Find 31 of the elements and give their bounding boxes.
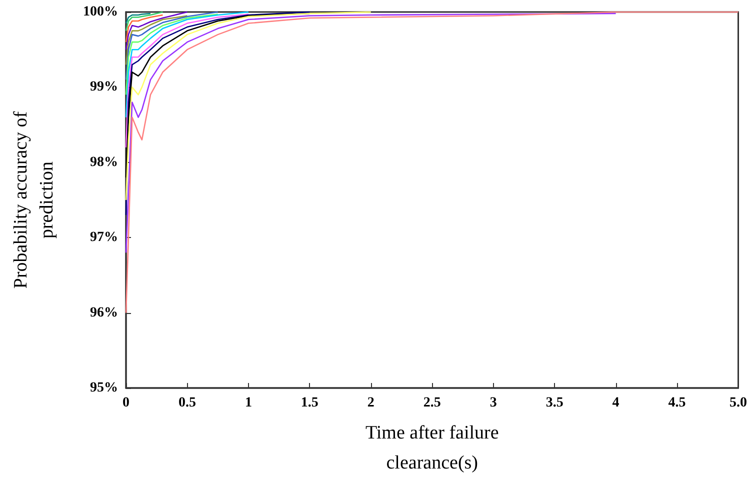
line-series — [125, 14, 250, 148]
line-series — [125, 15, 188, 66]
line-series — [125, 11, 372, 201]
line-series — [125, 12, 152, 24]
x-tick-label: 4.5 — [668, 396, 686, 410]
y-tick-label: 100% — [83, 4, 118, 20]
line-series — [125, 12, 616, 254]
line-series — [125, 11, 739, 314]
y-tick-label: 96% — [90, 305, 118, 320]
y-tick-label: 97% — [90, 230, 118, 246]
y-tick-label: 98% — [90, 154, 118, 170]
line-series — [125, 14, 218, 96]
y-tick-label: 95% — [90, 380, 118, 396]
line-series — [125, 11, 164, 32]
x-tick-label: 3 — [490, 396, 497, 410]
line-series — [125, 14, 164, 43]
x-tick-label: 0.5 — [178, 396, 196, 410]
x-tick-label: 2 — [367, 396, 374, 410]
line-series — [125, 11, 250, 118]
x-tick-label: 1.5 — [300, 396, 318, 410]
line-series — [125, 11, 218, 80]
x-tick-label: 2.5 — [423, 396, 441, 410]
x-tick-label: 3.5 — [546, 396, 564, 410]
y-tick-label: 99% — [90, 80, 118, 95]
x-axis-title: Time after failure clearance(s) — [365, 422, 499, 474]
x-tick-label: 4 — [612, 396, 620, 410]
y-axis-title: Probability accuracy of prediction — [10, 110, 58, 289]
x-tick-label: 5.0 — [730, 396, 747, 410]
x-tick-label: 1 — [244, 396, 252, 410]
x-tick-label: 0 — [122, 396, 130, 410]
line-series — [125, 11, 188, 50]
